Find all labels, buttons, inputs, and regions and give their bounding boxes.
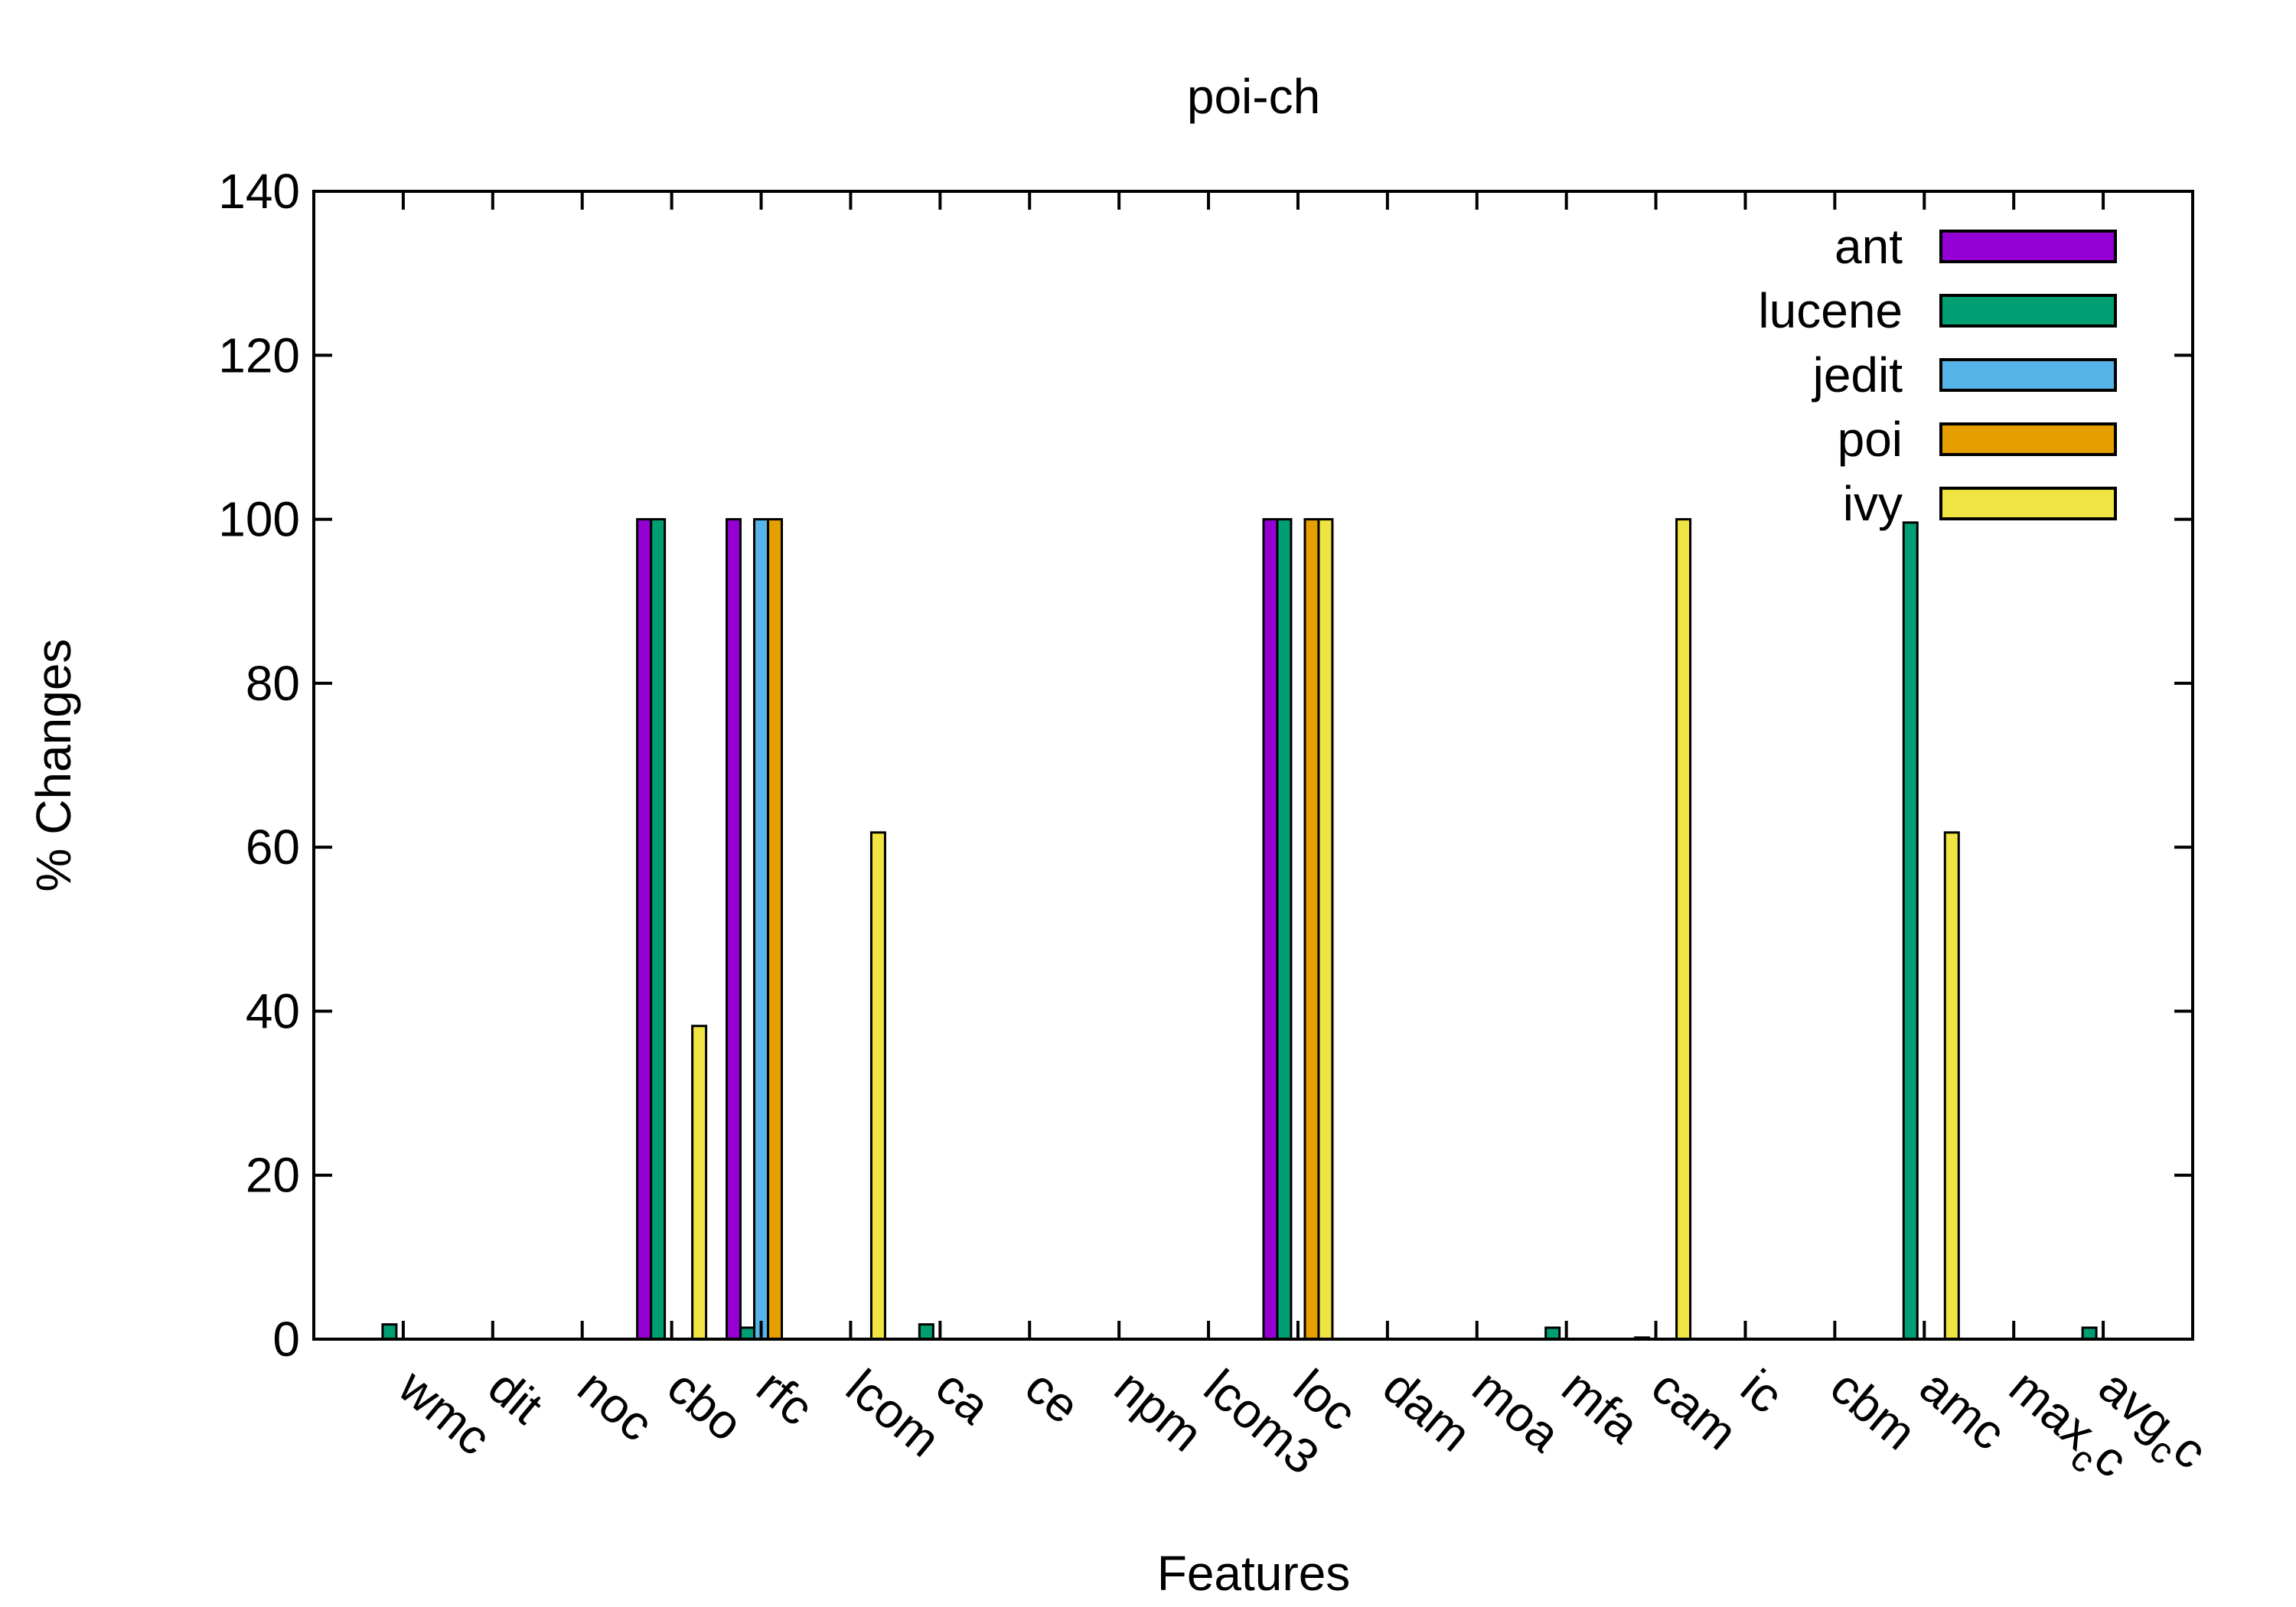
y-ticks-group: 0 20 40 60 80 100 120 140 xyxy=(218,164,2193,1367)
y-tick-label: 140 xyxy=(218,164,300,219)
y-tick-label: 100 xyxy=(218,492,300,547)
legend-swatch-poi xyxy=(1939,422,2117,456)
y-tick-label: 0 xyxy=(272,1312,300,1367)
y-axis-label: % Changes xyxy=(26,639,81,892)
y-tick-label: 80 xyxy=(246,656,300,711)
legend-label-jedit: jedit xyxy=(1812,347,1903,403)
bar-ivy-cam xyxy=(1675,518,1692,1341)
bar-ivy-amc xyxy=(1943,831,1960,1341)
bar-lucene-rfc xyxy=(739,1326,756,1341)
legend-label-ivy: ivy xyxy=(1843,476,1903,531)
bar-lucene-amc xyxy=(1902,521,1919,1341)
bar-ivy-loc xyxy=(1317,518,1334,1341)
bar-ivy-lcom xyxy=(869,831,886,1341)
y-tick-label: 60 xyxy=(246,820,300,875)
y-tick-label: 40 xyxy=(246,983,300,1038)
legend-label-lucene: lucene xyxy=(1758,283,1903,338)
bar-ant-rfc xyxy=(726,518,742,1341)
bar-lucene-ca xyxy=(918,1323,934,1341)
y-tick-label: 20 xyxy=(246,1148,300,1203)
legend-swatch-jedit xyxy=(1939,358,2117,392)
bar-ivy-cbo xyxy=(691,1025,708,1341)
y-tick-label: 120 xyxy=(218,328,300,383)
bar-ant-cbo xyxy=(636,518,653,1341)
bar-lucene-avg_cc xyxy=(2081,1326,2098,1341)
bar-lucene-mfa xyxy=(1544,1326,1561,1341)
legend-label-poi: poi xyxy=(1838,412,1903,467)
bar-ant-loc xyxy=(1262,518,1279,1341)
legend-swatch-ant xyxy=(1939,230,2117,263)
bar-poi-rfc xyxy=(767,518,784,1341)
chart-title: poi-ch xyxy=(1187,69,1320,124)
bar-lucene-loc xyxy=(1276,518,1293,1341)
bar-lucene-wmc xyxy=(381,1323,398,1341)
bar-lucene-cbo xyxy=(650,518,667,1341)
legend: ant lucene jedit poi ivy xyxy=(1758,219,2117,531)
plot-frame xyxy=(312,190,2194,1341)
bar-poi-loc xyxy=(1303,518,1320,1341)
x-axis-label: Features xyxy=(1157,1546,1351,1601)
legend-swatch-ivy xyxy=(1939,487,2117,520)
bar-jedit-rfc xyxy=(753,518,770,1341)
legend-swatch-lucene xyxy=(1939,294,2117,328)
legend-label-ant: ant xyxy=(1835,219,1903,274)
